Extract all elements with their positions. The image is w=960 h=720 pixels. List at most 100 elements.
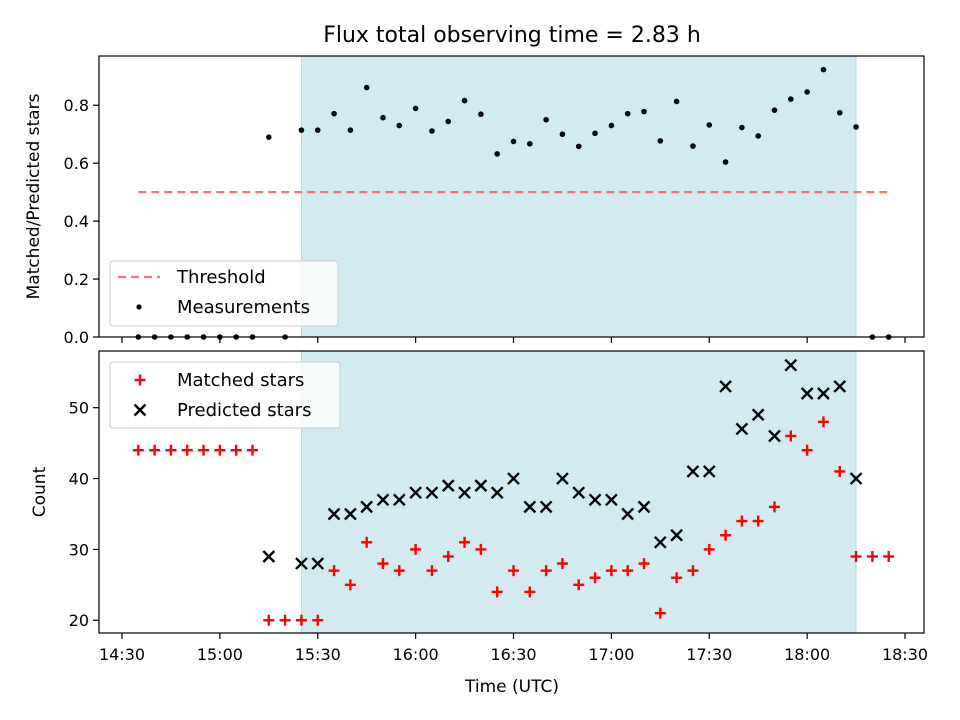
x-stroke — [686, 465, 700, 478]
x-stroke — [474, 479, 488, 492]
predicted-point — [637, 500, 651, 514]
predicted-point — [295, 557, 308, 570]
matched-point — [508, 565, 519, 577]
measurement-point — [673, 98, 680, 105]
predicted-point — [311, 557, 325, 570]
y-tick-label: 50 — [69, 399, 89, 418]
predicted-point — [768, 429, 781, 443]
x-tick-label: 14:30 — [99, 645, 145, 664]
legend-predicted-symbol — [133, 403, 147, 417]
predicted-point — [849, 472, 863, 485]
matched-point — [703, 543, 715, 555]
matched-point — [263, 614, 275, 626]
x-stroke — [376, 493, 390, 507]
matched-point — [361, 536, 373, 548]
x-tick-label: 16:30 — [490, 645, 536, 664]
measurement-points — [135, 66, 892, 340]
measurement-point — [266, 134, 272, 140]
x-tick-label: 18:00 — [784, 645, 830, 664]
predicted-point — [344, 507, 357, 521]
measurement-point — [853, 124, 859, 130]
measurement-point — [706, 122, 713, 128]
predicted-point — [833, 380, 847, 393]
measurement-point — [331, 110, 337, 117]
count-points — [132, 358, 895, 626]
matched-point — [736, 515, 748, 527]
matched-point — [850, 550, 862, 562]
predicted-point — [686, 465, 700, 478]
predicted-point — [719, 380, 732, 393]
matched-point — [312, 614, 324, 626]
predicted-point — [539, 500, 553, 514]
predicted-point — [735, 422, 749, 436]
predicted-point — [360, 500, 374, 514]
count-y-axis-label: Count — [30, 466, 50, 517]
measurement-point — [543, 116, 549, 123]
measurement-point — [445, 118, 452, 125]
predicted-point — [474, 479, 488, 492]
matched-point — [214, 444, 226, 456]
matched-point — [132, 444, 144, 456]
measurement-point — [820, 66, 827, 73]
x-tick-label: 15:30 — [295, 645, 341, 664]
x-stroke — [262, 550, 276, 563]
matched-point — [817, 416, 829, 428]
matched-point — [410, 543, 422, 555]
predicted-point — [507, 472, 520, 485]
y-tick-label: 0.2 — [64, 270, 89, 289]
observing-band-rect — [300, 55, 857, 338]
matched-point — [393, 565, 405, 577]
measurement-point — [771, 107, 778, 113]
x-stroke — [490, 486, 504, 500]
measurement-point — [592, 130, 598, 137]
matched-point — [442, 550, 454, 562]
matched-point — [801, 444, 813, 456]
measurement-point — [494, 151, 500, 157]
legend-measurements-symbol — [136, 304, 142, 310]
x-tick-label: 16:00 — [393, 645, 439, 664]
legend-threshold-label: Threshold — [176, 267, 266, 288]
ratio-x-ticks — [121, 337, 906, 343]
matched-point — [556, 558, 568, 570]
predicted-point — [702, 465, 716, 478]
measurement-point — [380, 114, 386, 121]
x-stroke — [670, 528, 683, 542]
matched-point — [540, 565, 552, 577]
measurement-point — [755, 133, 761, 139]
predicted-point — [441, 479, 455, 492]
matched-point — [328, 565, 340, 577]
measurement-point — [804, 89, 810, 95]
predicted-point — [392, 493, 406, 507]
x-stroke — [653, 535, 667, 549]
chart-title: Flux total observing time = 2.83 h — [323, 23, 701, 48]
x-axis-label: Time (UTC) — [464, 677, 559, 697]
measurement-point — [559, 131, 566, 138]
matched-point — [181, 444, 193, 456]
measurement-point — [575, 143, 582, 150]
matched-point — [671, 572, 683, 584]
legend-plus — [134, 374, 146, 386]
x-stroke — [392, 493, 406, 507]
x-tick-label: 18:30 — [882, 645, 928, 664]
measurement-point — [527, 140, 533, 147]
measurement-point — [657, 138, 664, 144]
y-tick-label: 30 — [69, 540, 89, 559]
predicted-point — [409, 486, 422, 500]
measurement-point — [608, 122, 615, 129]
measurement-point — [722, 159, 729, 165]
x-stroke — [800, 387, 814, 400]
x-stroke — [133, 403, 147, 417]
matched-point — [605, 565, 617, 577]
legend-matched-symbol — [134, 374, 146, 386]
predicted-point — [523, 500, 537, 514]
measurement-point — [412, 105, 419, 112]
predicted-point — [817, 387, 830, 400]
matched-point — [149, 444, 161, 456]
measurement-point — [739, 124, 745, 131]
measurement-point — [396, 122, 403, 129]
x-stroke — [784, 358, 798, 372]
matched-point — [475, 543, 487, 555]
count-legend-box — [109, 361, 341, 429]
matched-point — [344, 579, 356, 591]
ratio-y-ticks: 0.0 0.2 0.4 0.6 0.8 — [64, 96, 99, 347]
